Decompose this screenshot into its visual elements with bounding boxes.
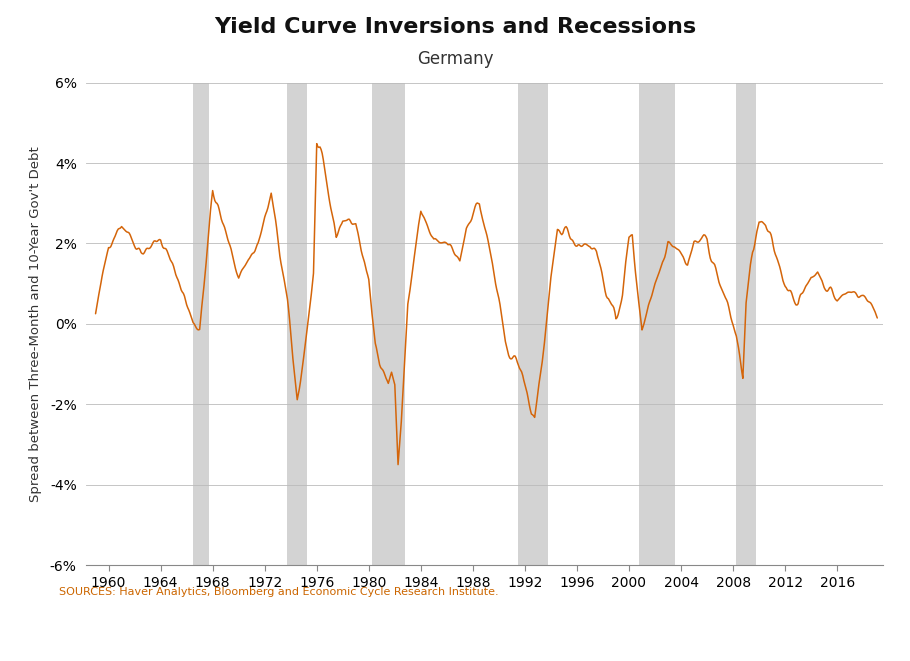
Bar [193, 83, 209, 565]
Text: Federal Reserve Bank: Federal Reserve Bank [11, 630, 186, 644]
Text: SOURCES: Haver Analytics, Bloomberg and Economic Cycle Research Institute.: SOURCES: Haver Analytics, Bloomberg and … [59, 587, 499, 597]
Text: Yield Curve Inversions and Recessions: Yield Curve Inversions and Recessions [214, 17, 696, 36]
Text: St. Louis: St. Louis [382, 630, 450, 644]
Bar [372, 83, 405, 565]
Bar [639, 83, 674, 565]
Y-axis label: Spread between Three-Month and 10-Year Gov't Debt: Spread between Three-Month and 10-Year G… [28, 146, 42, 502]
Text: of: of [346, 630, 360, 644]
Bar [519, 83, 548, 565]
Bar [288, 83, 307, 565]
Bar [736, 83, 756, 565]
Text: Germany: Germany [417, 50, 493, 67]
Text: F: F [11, 629, 23, 646]
